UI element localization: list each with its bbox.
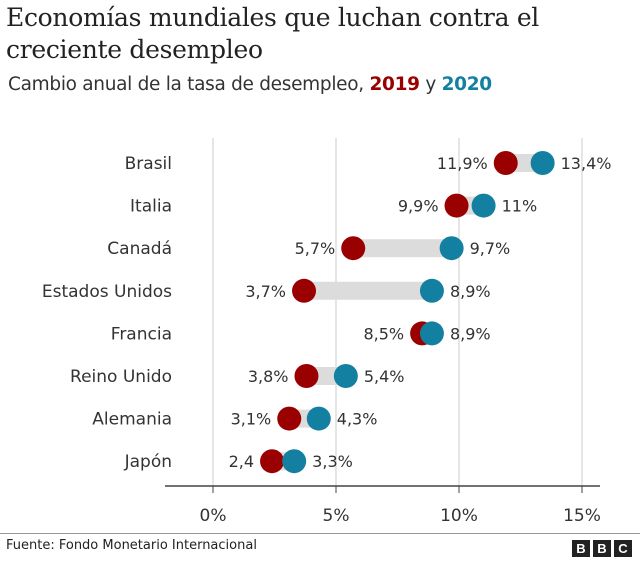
- data-label-2019: 2,4: [229, 452, 254, 471]
- data-label-2019: 5,7%: [295, 239, 336, 258]
- legend-2019: 2019: [369, 74, 420, 95]
- category-label: Reino Unido: [70, 367, 172, 387]
- point-2020: [306, 406, 331, 431]
- point-2020: [471, 193, 496, 218]
- data-label-2020: 5,4%: [364, 367, 405, 386]
- point-2019: [493, 151, 518, 175]
- data-label-2019: 3,8%: [248, 367, 289, 386]
- x-tick-label: 5%: [323, 506, 350, 526]
- data-label-2020: 11%: [502, 197, 538, 216]
- data-label-2019: 9,9%: [398, 197, 439, 216]
- subtitle-joiner: y: [425, 74, 436, 95]
- category-label: Alemania: [92, 410, 172, 430]
- point-2019: [260, 449, 285, 474]
- data-label-2020: 4,3%: [337, 410, 378, 429]
- category-label: Brasil: [125, 154, 172, 174]
- chart-subtitle: Cambio anual de la tasa de desempleo, 20…: [8, 74, 492, 95]
- point-2019: [277, 406, 302, 431]
- footer-divider: [0, 533, 640, 534]
- category-label: Canadá: [107, 239, 172, 259]
- point-2020: [333, 364, 358, 388]
- data-label-2020: 13,4%: [561, 154, 612, 173]
- point-2020: [419, 321, 444, 346]
- point-2020: [530, 151, 555, 175]
- x-tick-label: 15%: [563, 506, 601, 526]
- point-2020: [439, 236, 464, 261]
- point-2019: [292, 278, 317, 303]
- data-label-2020: 8,9%: [450, 324, 491, 343]
- data-label-2019: 3,7%: [245, 282, 286, 301]
- category-label: Japón: [124, 452, 172, 472]
- x-tick-label: 0%: [200, 506, 227, 526]
- category-label: Italia: [130, 197, 172, 217]
- point-2020: [282, 449, 307, 474]
- point-2019: [444, 193, 469, 218]
- legend-2020: 2020: [441, 74, 493, 95]
- point-2019: [294, 364, 319, 388]
- category-label: Francia: [111, 324, 172, 344]
- point-2020: [419, 278, 444, 303]
- point-2019: [341, 236, 366, 261]
- x-tick-label: 10%: [440, 506, 478, 526]
- source-note: Fuente: Fondo Monetario Internacional: [6, 538, 257, 553]
- data-label-2020: 3,3%: [312, 452, 353, 471]
- subtitle-text: Cambio anual de la tasa de desempleo,: [8, 74, 364, 95]
- data-label-2020: 9,7%: [470, 239, 511, 258]
- data-label-2019: 3,1%: [231, 410, 272, 429]
- data-label-2019: 11,9%: [437, 154, 488, 173]
- chart-title: Economías mundiales que luchan contra el…: [6, 3, 540, 64]
- category-label: Estados Unidos: [42, 282, 172, 302]
- dumbbell-chart: 0% 5% 10% 15% Brasil 11,9% 13,4% Italia 9,9% 11% C…: [42, 138, 612, 526]
- data-label-2019: 8,5%: [363, 324, 404, 343]
- data-label-2020: 8,9%: [450, 282, 491, 301]
